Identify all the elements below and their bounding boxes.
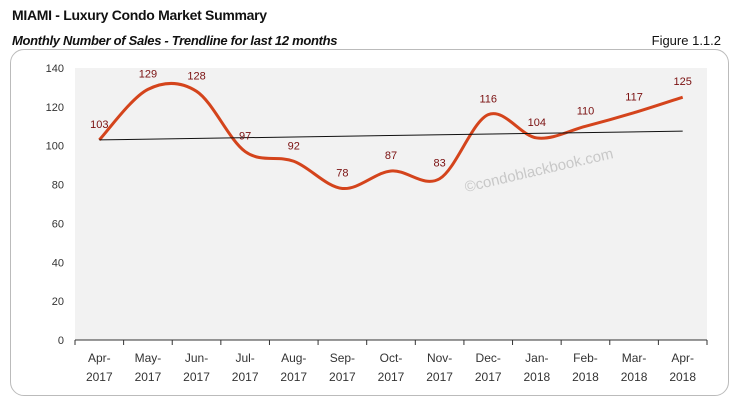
x-tick-label: 2017 [280, 370, 307, 384]
x-tick-label: 2017 [183, 370, 210, 384]
data-label: 97 [239, 131, 251, 143]
x-tick-label: Dec- [476, 351, 501, 365]
x-tick-label: Nov- [427, 351, 452, 365]
chart-frame [10, 49, 729, 396]
trendline [99, 130, 683, 141]
data-label: 83 [433, 158, 445, 170]
x-tick-label: 2017 [426, 370, 453, 384]
x-tick-label: Sep- [330, 351, 355, 365]
x-tick-label: 2017 [86, 370, 113, 384]
data-label: 116 [479, 94, 497, 106]
x-tick-label: 2018 [523, 370, 550, 384]
x-tick-label: Jan- [525, 351, 548, 365]
x-tick-label: Apr- [671, 351, 694, 365]
x-tick-label: Feb- [573, 351, 598, 365]
data-label: 104 [528, 117, 546, 129]
x-tick-label: 2017 [329, 370, 356, 384]
y-tick-label: 0 [58, 335, 64, 347]
x-tick-label: May- [135, 351, 162, 365]
data-label: 78 [336, 167, 348, 179]
figure-number: Figure 1.1.2 [651, 33, 721, 48]
x-tick-label: 2017 [232, 370, 259, 384]
x-tick-label: Oct- [380, 351, 403, 365]
y-tick-label: 80 [52, 180, 64, 192]
report-title: MIAMI - Luxury Condo Market Summary [12, 7, 267, 23]
x-tick-label: 2018 [669, 370, 696, 384]
chart-subtitle: Monthly Number of Sales - Trendline for … [12, 33, 338, 48]
data-label: 129 [139, 68, 157, 80]
x-tick-label: Mar- [622, 351, 647, 365]
sales-line [98, 81, 684, 190]
data-label: 128 [187, 70, 205, 82]
data-label: 103 [90, 119, 108, 131]
y-tick-label: 40 [52, 257, 64, 269]
x-tick-label: Jul- [235, 351, 254, 365]
data-label: 92 [288, 140, 300, 152]
x-tick-label: 2018 [621, 370, 648, 384]
data-label: 87 [385, 150, 397, 162]
x-tick-label: Apr- [88, 351, 111, 365]
data-label: 110 [577, 105, 595, 117]
y-tick-label: 20 [52, 296, 64, 308]
x-tick-label: Jun- [185, 351, 208, 365]
x-tick-label: 2017 [378, 370, 405, 384]
y-tick-label: 100 [46, 141, 64, 153]
x-tick-label: 2017 [475, 370, 502, 384]
plot-area [75, 68, 707, 340]
x-tick-label: 2017 [135, 370, 162, 384]
y-tick-label: 120 [46, 102, 64, 114]
x-tick-label: 2018 [572, 370, 599, 384]
y-tick-label: 140 [46, 63, 64, 75]
x-tick-label: Aug- [281, 351, 306, 365]
data-label: 117 [625, 92, 643, 104]
data-label: 125 [674, 76, 692, 88]
y-tick-label: 60 [52, 218, 64, 230]
